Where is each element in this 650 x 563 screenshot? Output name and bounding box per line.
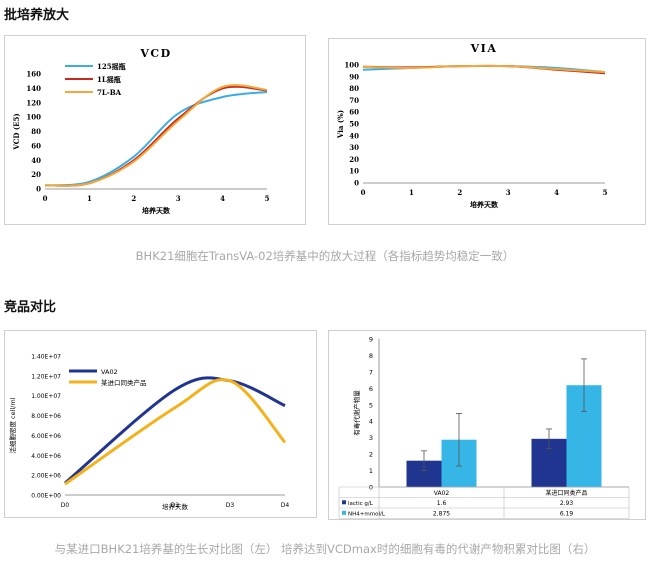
- metabolite-compare-panel: 0 1 2 3 4 5 6 7 8 9 有毒代谢产物量 VA02 某进口同类产品 lactic g/L 1.…: [328, 330, 646, 520]
- legend-label: 125摇瓶: [97, 62, 126, 71]
- y-tick-label: 2: [369, 451, 373, 459]
- y-tick-label: 50: [349, 120, 359, 129]
- data-label: 2.93: [560, 500, 574, 507]
- y-tick-label: 6.00E+06: [31, 433, 61, 440]
- y-tick-label: 6: [369, 385, 373, 393]
- series-line-2: [44, 84, 268, 187]
- y-tick-label: 4.00E+06: [31, 453, 61, 460]
- section2-title: 竞品对比: [4, 300, 57, 315]
- legend-label: VA02: [101, 368, 118, 376]
- x-tick-label: 5: [603, 188, 608, 197]
- x-tick-label: 1: [409, 188, 414, 197]
- x-axis-label: 培养天数: [162, 502, 189, 511]
- y-tick-label: 60: [349, 108, 359, 117]
- series-line-2: [362, 64, 606, 74]
- section1-title: 批培养放大: [4, 8, 70, 23]
- x-tick-label: D2: [171, 502, 180, 509]
- growth-compare-chart: 0.00E+00 2.00E+06 4.00E+06 6.00E+06 8.00E+06…: [8, 354, 290, 512]
- y-tick-label: 70: [349, 96, 359, 105]
- y-tick-label: 4: [369, 418, 373, 426]
- y-axis-label: 活细胞密度 cell/ml: [8, 397, 17, 453]
- series-line-0: [44, 90, 268, 187]
- chart-title: VIA: [470, 42, 498, 55]
- y-tick-label: 100: [344, 61, 359, 70]
- via-chart: VIA 0 10 20 30 40 50 60 70 80 90 100 0 1 2 3 4 5 培养天数 Via (…: [336, 42, 608, 209]
- x-tick-label: 某进口同类产品: [545, 489, 587, 497]
- series-line-1: [64, 378, 287, 486]
- legend-label: 7L-BA: [97, 88, 122, 97]
- section2-caption: 与某进口BHK21培养基的生长对比图（左） 培养达到VCDmax时的细胞有毒的代…: [54, 542, 596, 556]
- vcd-chart: VCD 0 20 40 60 80 100 120 140 160 0 1 2 3 4 5 培养天数 VCD (E…: [12, 47, 270, 215]
- x-tick-label: 4: [220, 194, 225, 203]
- y-tick-label: 20: [349, 155, 359, 164]
- chart-title: VCD: [139, 47, 171, 60]
- growth-compare-panel: 0.00E+00 2.00E+06 4.00E+06 6.00E+06 8.00E+06…: [4, 330, 317, 518]
- y-tick-label: 80: [349, 84, 359, 93]
- y-tick-label: 0.00E+00: [31, 493, 61, 500]
- metabolite-compare-chart: 0 1 2 3 4 5 6 7 8 9 有毒代谢产物量 VA02 某进口同类产品 lactic g/L 1.…: [338, 336, 630, 519]
- y-axis-label: Via (%): [336, 110, 345, 139]
- legend-swatch: [342, 500, 346, 505]
- y-tick-label: 1.40E+07: [31, 354, 61, 361]
- y-tick-label: 160: [26, 70, 41, 79]
- y-tick-label: 30: [349, 143, 359, 152]
- y-tick-label: 120: [26, 98, 41, 107]
- y-tick-label: 8.00E+06: [31, 413, 61, 420]
- legend-label: lactic g/L: [348, 501, 374, 507]
- series-line-0: [64, 376, 286, 485]
- x-tick-label: 2: [457, 188, 462, 197]
- y-tick-label: 2.00E+06: [31, 473, 61, 480]
- series-line-1: [44, 85, 268, 187]
- y-axis-label: VCD (E5): [12, 113, 21, 150]
- y-tick-label: 9: [369, 336, 373, 344]
- y-tick-label: 1.00E+07: [31, 393, 61, 400]
- section1-caption: BHK21细胞在TransVA-02培养基中的放大过程（各指标趋势均稳定一致）: [135, 249, 515, 263]
- y-tick-label: 0: [36, 185, 41, 194]
- x-tick-label: 2: [131, 194, 136, 203]
- y-tick-label: 40: [349, 131, 359, 140]
- data-label: 2.875: [433, 511, 450, 518]
- y-tick-label: 0: [354, 179, 359, 188]
- x-tick-label: 5: [265, 194, 270, 203]
- x-tick-label: VA02: [434, 490, 450, 497]
- y-tick-label: 140: [26, 84, 41, 93]
- y-tick-label: 90: [349, 72, 359, 81]
- y-tick-label: 0: [369, 484, 373, 492]
- y-tick-label: 7: [369, 368, 373, 376]
- x-tick-label: 4: [554, 188, 559, 197]
- x-tick-label: 0: [361, 188, 366, 197]
- y-tick-label: 5: [369, 401, 373, 409]
- y-tick-label: 80: [31, 127, 41, 136]
- y-tick-label: 8: [369, 352, 373, 360]
- via-chart-panel: VIA 0 10 20 30 40 50 60 70 80 90 100 0 1 2 3 4 5 培养天数 Via (…: [328, 38, 646, 225]
- x-tick-label: D4: [281, 502, 290, 509]
- x-tick-label: 0: [43, 194, 48, 203]
- y-tick-label: 3: [369, 434, 373, 442]
- x-tick-label: D0: [61, 502, 70, 509]
- x-tick-label: 3: [506, 188, 511, 197]
- y-tick-label: 20: [31, 170, 41, 179]
- legend-label: 某进口同类产品: [101, 378, 147, 387]
- x-tick-label: 1: [87, 194, 92, 203]
- y-tick-label: 60: [31, 141, 41, 150]
- legend-label: 1L摇瓶: [97, 75, 121, 84]
- data-label: 6.19: [560, 511, 574, 518]
- y-tick-label: 1: [369, 467, 373, 475]
- y-tick-label: 40: [31, 156, 41, 165]
- y-tick-label: 10: [349, 167, 359, 176]
- x-tick-label: 3: [176, 194, 181, 203]
- y-tick-label: 100: [26, 113, 41, 122]
- data-label: 1.6: [437, 500, 447, 507]
- y-tick-label: 1.20E+07: [31, 373, 61, 380]
- x-axis-label: 培养天数: [470, 200, 499, 209]
- vcd-chart-panel: VCD 0 20 40 60 80 100 120 140 160 0 1 2 3 4 5 培养天数 VCD (E…: [4, 35, 306, 225]
- legend-label: NH4+mmol/L: [348, 512, 386, 518]
- legend-swatch: [342, 510, 346, 515]
- x-axis-label: 培养天数: [142, 206, 171, 215]
- x-tick-label: D3: [226, 502, 235, 509]
- y-axis-label: 有毒代谢产物量: [352, 390, 361, 436]
